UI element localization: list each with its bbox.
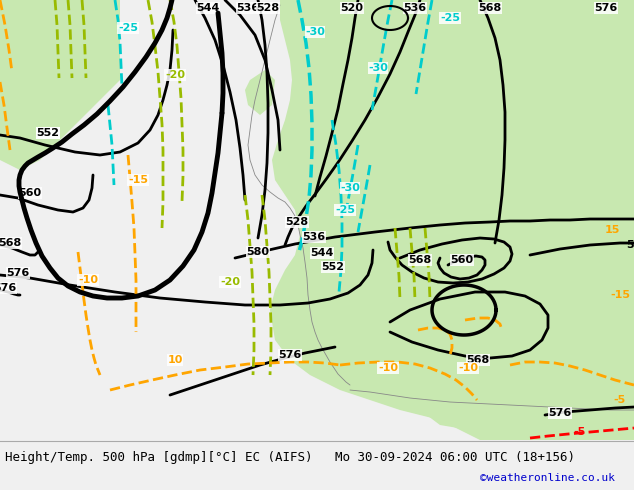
Text: 544: 544 [310,248,333,258]
Text: 544: 544 [197,3,220,13]
Polygon shape [305,0,410,120]
Text: 536: 536 [403,3,427,13]
Text: 580: 580 [247,247,269,257]
Text: 568: 568 [0,238,22,248]
Text: -25: -25 [118,23,138,33]
Text: 552: 552 [37,128,60,138]
Text: -30: -30 [340,183,360,193]
Text: 568: 568 [467,355,489,365]
Text: 552: 552 [321,262,344,272]
Text: 576: 576 [548,408,572,418]
Text: 536: 536 [302,232,326,242]
Text: ©weatheronline.co.uk: ©weatheronline.co.uk [480,473,615,483]
Text: 568: 568 [479,3,501,13]
Text: -20: -20 [165,70,185,80]
Text: 15: 15 [604,225,619,235]
Text: 536: 536 [236,3,259,13]
Text: 576: 576 [278,350,302,360]
Text: 560: 560 [18,188,42,198]
Text: 520: 520 [340,3,363,13]
Text: Height/Temp. 500 hPa [gdmp][°C] EC (AIFS): Height/Temp. 500 hPa [gdmp][°C] EC (AIFS… [5,450,313,464]
Text: -10: -10 [78,275,98,285]
Polygon shape [270,0,634,440]
Text: 576: 576 [0,283,16,293]
Text: 576: 576 [595,3,618,13]
Text: -30: -30 [368,63,388,73]
Text: 568: 568 [408,255,432,265]
Polygon shape [245,70,275,115]
Text: -5: -5 [614,395,626,405]
Text: 528: 528 [256,3,280,13]
Text: 10: 10 [167,355,183,365]
Text: 552: 552 [37,128,60,138]
Text: -5: -5 [574,427,586,437]
Text: 560: 560 [450,255,474,265]
Text: -15: -15 [610,290,630,300]
Text: -20: -20 [220,277,240,287]
Polygon shape [0,0,60,80]
Polygon shape [410,320,555,430]
Text: Mo 30-09-2024 06:00 UTC (18+156): Mo 30-09-2024 06:00 UTC (18+156) [335,450,575,464]
Text: -25: -25 [440,13,460,23]
Text: -25: -25 [335,205,355,215]
Text: -30: -30 [305,27,325,37]
Text: -10: -10 [458,363,478,373]
Text: 576: 576 [6,268,30,278]
Polygon shape [0,0,120,170]
Text: 568: 568 [626,240,634,250]
Text: -15: -15 [128,175,148,185]
Text: 528: 528 [285,217,309,227]
Text: -10: -10 [378,363,398,373]
